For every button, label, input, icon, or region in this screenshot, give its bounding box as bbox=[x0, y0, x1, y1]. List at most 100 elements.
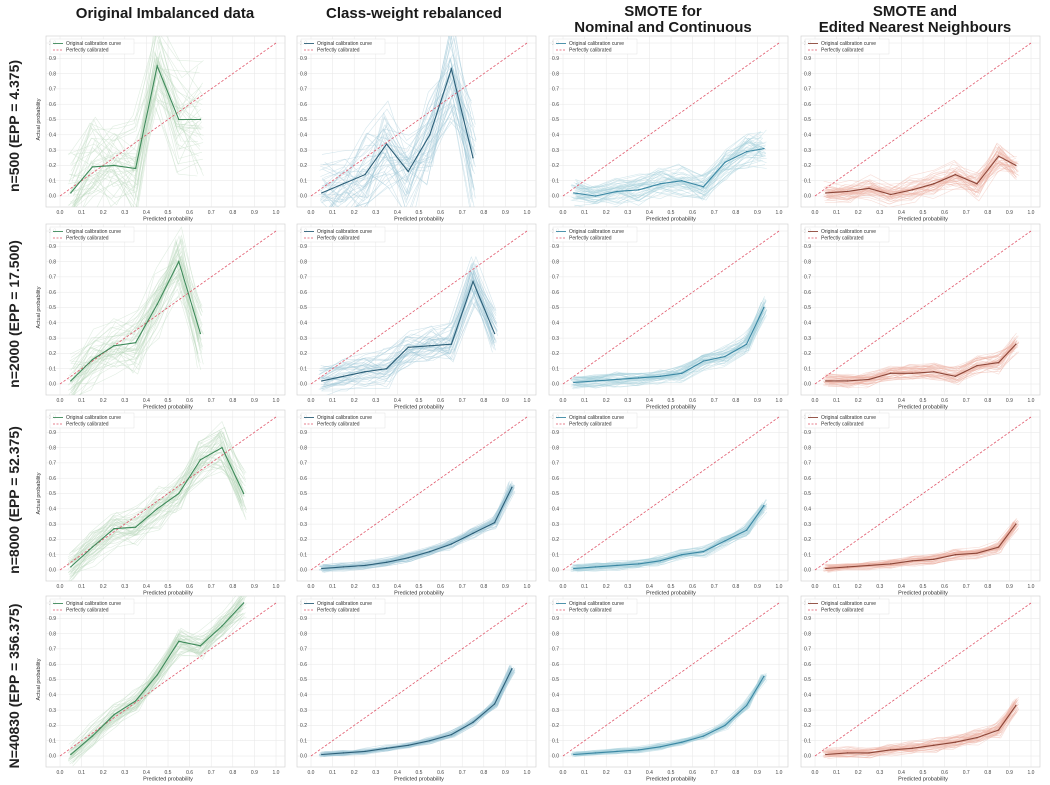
bootstrap-curve bbox=[324, 665, 510, 752]
bootstrap-curve bbox=[574, 140, 766, 194]
x-tick-label: 0.2 bbox=[351, 210, 358, 216]
bootstrap-curve bbox=[826, 150, 1017, 198]
bootstrap-curve bbox=[573, 507, 763, 569]
bootstrap-curve bbox=[826, 345, 1019, 385]
bootstrap-curve bbox=[321, 75, 476, 204]
legend-label-curve: Original calibration curve bbox=[317, 415, 372, 421]
bootstrap-curve bbox=[572, 677, 762, 754]
x-tick-label: 0.1 bbox=[581, 398, 588, 404]
x-tick-label: 0.7 bbox=[711, 584, 718, 590]
bootstrap-curve bbox=[822, 701, 1018, 752]
x-tick-label: 0.7 bbox=[459, 398, 466, 404]
bootstrap-curve bbox=[827, 155, 1017, 186]
bootstrap-curve bbox=[326, 303, 495, 395]
calibration-point bbox=[616, 750, 618, 753]
bootstrap-curve bbox=[70, 461, 247, 581]
bootstrap-curve bbox=[575, 147, 766, 193]
y-tick-label: 0.8 bbox=[804, 71, 811, 77]
bootstrap-curve bbox=[573, 307, 765, 386]
x-tick-label: 0.7 bbox=[963, 398, 970, 404]
x-tick-label: 0.5 bbox=[668, 584, 675, 590]
y-tick-label: 0.5 bbox=[552, 117, 559, 123]
bootstrap-curve bbox=[824, 705, 1018, 756]
x-tick-label: 0.4 bbox=[898, 770, 905, 776]
bootstrap-curve bbox=[570, 303, 765, 381]
calibration-chart: 0.0 0.0 0.1 0.1 0.2 0.2 0.3 0.3 0.4 0.4 0.5 0.5 0.6 0… bbox=[296, 595, 537, 783]
bootstrap-curve bbox=[67, 246, 198, 379]
x-tick-label: 0.1 bbox=[329, 770, 336, 776]
y-tick-label: 0.4 bbox=[49, 133, 56, 139]
bootstrap-curve bbox=[79, 273, 200, 395]
bootstrap-curve bbox=[321, 296, 495, 392]
bootstrap-curve bbox=[572, 302, 764, 383]
calibration-point bbox=[199, 118, 202, 121]
calibration-panel-r3-c3: 0.0 0.0 0.1 0.1 0.2 0.2 0.3 0.3 0.4 0.4 0.5 0.5 0.6 0… bbox=[783, 593, 1041, 783]
bootstrap-curve bbox=[823, 349, 1014, 389]
y-tick-label: 0.2 bbox=[49, 351, 56, 357]
column-title-smote-enn: SMOTE and Edited Nearest Neighbours bbox=[818, 3, 1012, 36]
calibration-point bbox=[825, 567, 827, 570]
perfect-calibration-line bbox=[310, 230, 528, 385]
bootstrap-curve bbox=[571, 164, 766, 201]
bootstrap-curve bbox=[572, 314, 767, 389]
bootstrap-curve bbox=[320, 670, 513, 758]
bootstrap-curve bbox=[321, 68, 472, 155]
bootstrap-curve bbox=[69, 61, 203, 182]
bootstrap-curve bbox=[827, 162, 1017, 207]
bootstrap-curve bbox=[572, 155, 766, 202]
bootstrap-curve bbox=[70, 272, 203, 388]
calibration-point bbox=[450, 343, 453, 345]
bootstrap-curve bbox=[826, 153, 1017, 203]
x-tick-label: 0.9 bbox=[502, 210, 509, 216]
bootstrap-curve bbox=[354, 121, 472, 207]
x-tick-label: 1.0 bbox=[524, 770, 531, 776]
bootstrap-curve bbox=[323, 93, 471, 181]
bootstrap-curve bbox=[827, 702, 1015, 757]
bootstrap-curve bbox=[71, 272, 199, 395]
bootstrap-curve bbox=[322, 284, 493, 378]
y-axis-label: Actual probability bbox=[36, 98, 42, 140]
bootstrap-curve bbox=[68, 36, 202, 206]
calibration-point bbox=[178, 260, 180, 263]
y-tick-label: 0.3 bbox=[300, 336, 307, 342]
x-tick-label: 0.9 bbox=[251, 584, 258, 590]
x-tick-label: 0.5 bbox=[416, 210, 423, 216]
legend-box bbox=[300, 38, 386, 55]
bootstrap-curve bbox=[825, 148, 1016, 199]
bootstrap-curve bbox=[824, 167, 1013, 201]
bootstrap-curve bbox=[72, 427, 246, 561]
y-tick-label: 0.7 bbox=[804, 87, 811, 93]
calibration-point bbox=[113, 164, 115, 167]
bootstrap-curve bbox=[573, 307, 764, 380]
y-tick-label: 0.1 bbox=[552, 178, 559, 184]
bootstrap-curve bbox=[826, 347, 1016, 379]
calibration-point bbox=[134, 526, 137, 528]
calibration-point bbox=[954, 375, 957, 378]
calibration-point bbox=[178, 118, 180, 121]
bootstrap-curve bbox=[68, 435, 241, 562]
bootstrap-curve bbox=[70, 596, 243, 757]
bootstrap-curve bbox=[827, 159, 1016, 199]
calibration-point bbox=[868, 187, 870, 190]
bootstrap-curve bbox=[822, 700, 1016, 755]
bootstrap-curve bbox=[576, 511, 768, 573]
calibration-point bbox=[70, 753, 72, 756]
x-tick-label: 0.8 bbox=[480, 398, 487, 404]
calibration-point bbox=[889, 193, 892, 196]
x-tick-label: 0.9 bbox=[251, 398, 258, 404]
y-tick-label: 0.1 bbox=[300, 178, 307, 184]
legend-box bbox=[49, 412, 135, 429]
x-tick-label: 0.0 bbox=[308, 210, 315, 216]
x-tick-label: 0.9 bbox=[1006, 210, 1013, 216]
calibration-point bbox=[763, 306, 765, 309]
bootstrap-curve bbox=[71, 277, 204, 382]
bootstrap-curve bbox=[572, 310, 764, 384]
legend-label-perfect: Perfectly calibrated bbox=[821, 48, 864, 54]
x-tick-label: 0.2 bbox=[100, 770, 107, 776]
bootstrap-curve bbox=[71, 421, 241, 552]
bootstrap-curve bbox=[70, 36, 202, 165]
bootstrap-curve bbox=[71, 604, 244, 765]
calibration-panel-r0-c0: 0.0 0.0 0.1 0.1 0.2 0.2 0.3 0.3 0.4 0.4 0.5 0.5 0.6 0… bbox=[28, 33, 286, 223]
bootstrap-curve bbox=[576, 676, 762, 754]
calibration-panel-r2-c0: 0.0 0.0 0.1 0.1 0.2 0.2 0.3 0.3 0.4 0.4 0.5 0.5 0.6 0… bbox=[28, 407, 286, 597]
